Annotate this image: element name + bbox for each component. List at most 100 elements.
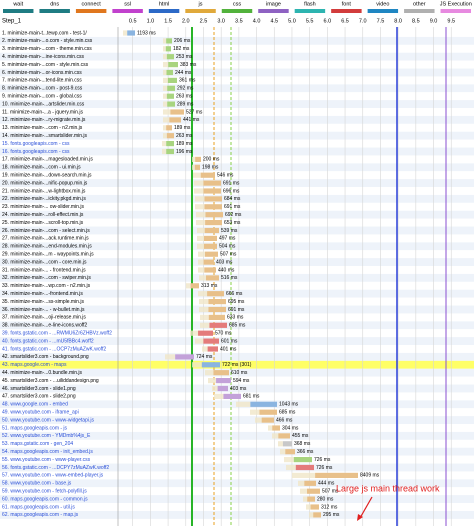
row-label: 5. minimize-main-...com - style.min.css bbox=[2, 62, 89, 68]
row-time: 633 ms bbox=[227, 315, 244, 321]
bar-download bbox=[304, 480, 316, 486]
legend-swatch bbox=[294, 9, 326, 13]
row-background bbox=[0, 202, 474, 211]
row-background bbox=[0, 139, 474, 148]
bar-download bbox=[166, 141, 174, 147]
bar-download bbox=[204, 267, 216, 273]
row-background bbox=[0, 131, 474, 140]
row-background bbox=[0, 289, 474, 298]
axis-tick-label: 3.0 bbox=[217, 18, 225, 24]
bar-wait bbox=[205, 370, 214, 376]
legend-swatch bbox=[112, 9, 143, 13]
row-background bbox=[0, 297, 474, 306]
row-background bbox=[0, 108, 474, 116]
axis-tick-label: 8.0 bbox=[394, 18, 402, 24]
bar-wait bbox=[193, 172, 201, 178]
bar-download bbox=[208, 299, 226, 305]
bar-download bbox=[203, 188, 221, 194]
row-time: 200 ms bbox=[203, 157, 220, 163]
row-label: 33. minimize-main-...wp.com - n2.min.js bbox=[2, 283, 91, 289]
row-label: 4. minimize-main-...ine-icons.min.css bbox=[2, 54, 84, 60]
axis-tick-label: 2.0 bbox=[182, 18, 190, 24]
row-background bbox=[0, 100, 474, 109]
row-background bbox=[0, 321, 474, 330]
row-label: 29. minimize-main-...m - waypoints.min.j… bbox=[2, 252, 94, 258]
row-background bbox=[0, 495, 474, 504]
row-background bbox=[0, 305, 474, 314]
bar-wait bbox=[162, 148, 167, 155]
row-background bbox=[0, 487, 474, 496]
bar-download bbox=[166, 93, 174, 99]
bar-wait bbox=[163, 46, 166, 52]
bar-wait bbox=[163, 117, 170, 123]
bar-wait bbox=[303, 496, 308, 502]
row-background bbox=[0, 510, 474, 519]
row-label: 20. minimize-main-...nific-popup.min.js bbox=[2, 180, 88, 186]
bar-wait bbox=[194, 180, 204, 186]
row-background bbox=[0, 447, 474, 456]
row-background bbox=[0, 52, 474, 61]
row-time: 666 ms bbox=[226, 291, 243, 297]
row-background bbox=[0, 313, 474, 322]
row-background bbox=[0, 439, 474, 448]
row-label: 17. minimize-main-...magesloaded.min.js bbox=[2, 157, 93, 163]
axis-tick-label: 8.5 bbox=[412, 18, 420, 24]
axis-tick-label: 2.5 bbox=[200, 18, 208, 24]
bar-wait bbox=[250, 409, 260, 415]
row-time: 527 ms bbox=[186, 109, 203, 115]
row-label: 46. smartslider3.com - slide1.png bbox=[2, 386, 76, 392]
row-label: 45. smartslider3.com - ...uiliddandesign… bbox=[2, 378, 99, 384]
row-background bbox=[0, 171, 474, 180]
row-background bbox=[0, 479, 474, 488]
row-time: 695 ms bbox=[228, 299, 245, 305]
annotation-arrowhead bbox=[357, 514, 363, 521]
bar-download bbox=[295, 464, 314, 471]
row-background bbox=[0, 281, 474, 290]
legend-swatch bbox=[3, 9, 34, 13]
bar-download bbox=[261, 417, 274, 423]
row-background bbox=[0, 455, 474, 464]
row-background bbox=[0, 60, 474, 69]
row-time: 507 ms bbox=[220, 252, 237, 258]
bar-wait bbox=[198, 291, 208, 297]
row-background bbox=[0, 352, 474, 361]
bar-wait bbox=[198, 251, 205, 257]
row-time: 516 ms bbox=[221, 275, 238, 281]
bar-wait bbox=[162, 141, 167, 147]
row-label: 34. minimize-main-...-frontend.min.js bbox=[2, 291, 83, 297]
row-label: 8. minimize-main-...com - post-9.css bbox=[2, 86, 83, 92]
row-time: 610 ms bbox=[231, 370, 248, 376]
bar-wait bbox=[195, 204, 205, 210]
row-label: 30. minimize-main-...com - core.min.js bbox=[2, 259, 87, 265]
row-background bbox=[0, 194, 474, 203]
row-background bbox=[0, 384, 474, 393]
legend-swatch bbox=[75, 9, 107, 13]
bar-download bbox=[207, 291, 224, 297]
bar-download bbox=[200, 172, 215, 178]
row-time: 722 ms (301) bbox=[222, 362, 252, 368]
bar-wait bbox=[284, 457, 294, 463]
bar-wait bbox=[268, 425, 273, 431]
legend-swatch bbox=[331, 9, 362, 13]
bar-download bbox=[170, 109, 184, 115]
bar-download bbox=[166, 69, 173, 76]
axis-tick-label: 4.5 bbox=[270, 18, 278, 24]
row-label: 9. minimize-main-...com - global.css bbox=[2, 94, 82, 100]
row-label: 49. www.youtube.com - iframe_api bbox=[2, 410, 79, 416]
row-time: 383 ms bbox=[180, 62, 197, 68]
row-time: 455 ms bbox=[292, 433, 309, 439]
row-label: 6. minimize-main-...or-icons.min.css bbox=[2, 70, 82, 76]
row-background bbox=[0, 376, 474, 385]
row-label: 21. minimize-main-...w-lightbox.min.js bbox=[2, 188, 86, 194]
row-background bbox=[0, 250, 474, 259]
bar-wait bbox=[198, 267, 205, 273]
bar-download bbox=[168, 62, 178, 68]
row-time: 403 ms bbox=[216, 259, 233, 265]
bar-wait bbox=[190, 330, 199, 336]
bar-download bbox=[165, 46, 171, 52]
bar-wait bbox=[286, 464, 296, 471]
axis-tick-label: 1.5 bbox=[164, 18, 172, 24]
legend-label: dns bbox=[50, 1, 59, 7]
row-background bbox=[0, 115, 474, 124]
bar-wait bbox=[202, 346, 208, 352]
